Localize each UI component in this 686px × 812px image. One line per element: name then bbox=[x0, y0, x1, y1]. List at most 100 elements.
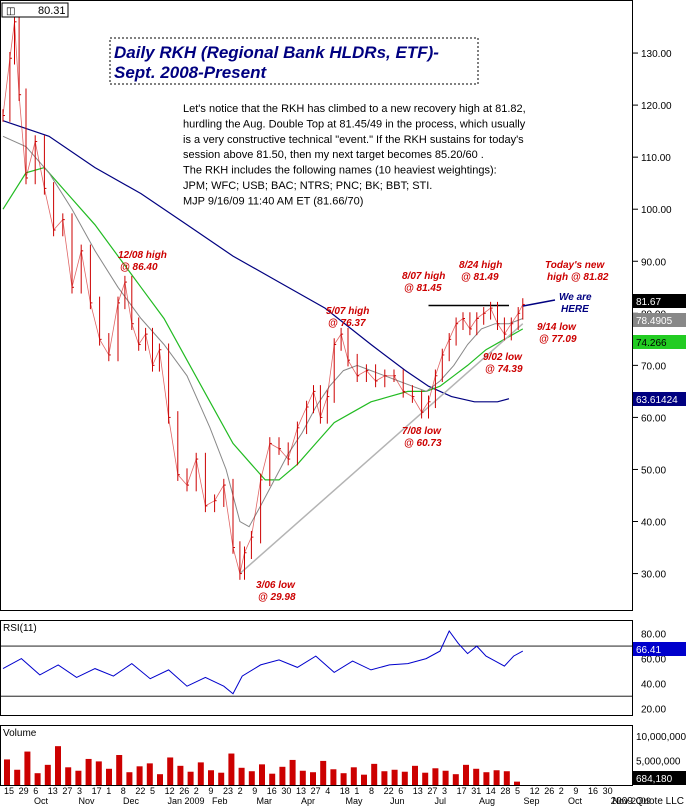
x-tick-label: 9 bbox=[573, 786, 578, 796]
rsi-y-tick-label: 20.00 bbox=[641, 705, 666, 716]
volume-bar bbox=[432, 768, 439, 785]
month-label: Dec bbox=[123, 796, 140, 806]
volume-bar bbox=[75, 770, 82, 785]
volume-bar bbox=[340, 773, 347, 785]
annotation-date: 7/08 low bbox=[402, 426, 442, 437]
x-tick-label: 22 bbox=[384, 786, 394, 796]
rsi-y-tick-label: 40.00 bbox=[641, 680, 666, 691]
price-value-tag-label: 81.67 bbox=[636, 297, 661, 308]
volume-bar bbox=[279, 766, 286, 785]
volume-bar bbox=[146, 763, 153, 785]
month-label: Jun bbox=[390, 796, 405, 806]
volume-bar bbox=[310, 772, 316, 785]
commentary-line: session above 81.50, then my next target… bbox=[183, 149, 484, 161]
volume-bar bbox=[320, 760, 327, 785]
x-tick-label: 31 bbox=[471, 786, 481, 796]
commentary-line: Let's notice that the RKH has climbed to… bbox=[183, 103, 526, 115]
price-value-tag bbox=[633, 335, 686, 349]
volume-bar bbox=[228, 753, 235, 785]
price-value-tag-label: 63.61424 bbox=[636, 395, 678, 406]
x-tick-label: 12 bbox=[165, 786, 175, 796]
month-label: Apr bbox=[301, 796, 315, 806]
axis-labels: 30.00 40.00 50.00 60.00 70.00 80.00 90.00 100.0… bbox=[4, 49, 686, 806]
volume-bar bbox=[85, 758, 92, 785]
x-tick-label: 1 bbox=[106, 786, 111, 796]
annotation-date: 8/07 high bbox=[402, 271, 445, 282]
volume-bar bbox=[187, 771, 194, 785]
volume-bar bbox=[106, 768, 112, 785]
volume-bar bbox=[361, 774, 367, 785]
month-label: Jan 2009 bbox=[168, 796, 205, 806]
annotation-value: @ 60.73 bbox=[404, 438, 442, 449]
month-label: Aug bbox=[479, 796, 495, 806]
we-are-here-arrow bbox=[522, 299, 556, 307]
volume-bar bbox=[289, 759, 296, 785]
volume-bar bbox=[299, 770, 306, 785]
x-tick-label: 13 bbox=[296, 786, 306, 796]
volume-bar bbox=[44, 764, 51, 785]
x-tick-label: 6 bbox=[398, 786, 403, 796]
price-value-tag bbox=[633, 313, 686, 327]
month-label: Feb bbox=[212, 796, 228, 806]
x-tick-label: 17 bbox=[457, 786, 467, 796]
x-tick-label: 9 bbox=[208, 786, 213, 796]
price-value-tag bbox=[633, 294, 686, 308]
volume-bar bbox=[493, 770, 500, 785]
volume-value-tag-label: 684,180 bbox=[636, 774, 673, 785]
commentary-line: The RKH includes the following names (10… bbox=[183, 165, 497, 177]
annotation-date: Today's new bbox=[545, 260, 605, 271]
x-tick-label: 8 bbox=[369, 786, 374, 796]
x-tick-label: 27 bbox=[62, 786, 72, 796]
volume-bar bbox=[167, 757, 174, 785]
commentary-line: MJP 9/16/09 11:40 AM ET (81.66/70) bbox=[183, 195, 363, 207]
volume-bar bbox=[381, 771, 388, 785]
volume-bar bbox=[34, 773, 41, 785]
volume-bar bbox=[208, 770, 214, 785]
x-tick-label: 22 bbox=[135, 786, 145, 796]
annotation-value: @ 77.09 bbox=[539, 334, 577, 345]
volume-bar bbox=[330, 769, 337, 785]
volume-bar bbox=[371, 763, 378, 785]
rsi-marks bbox=[1, 630, 632, 697]
x-tick-label: 3 bbox=[442, 786, 447, 796]
month-label: Sep bbox=[524, 796, 540, 806]
commentary-line: is a very constructive technical "event.… bbox=[183, 134, 524, 146]
price-value-tag bbox=[633, 392, 686, 406]
month-label: Nov 2009 bbox=[613, 796, 652, 806]
volume-value-tag bbox=[633, 771, 686, 785]
volume-y-tick-label: 5,000,000 bbox=[636, 756, 681, 767]
rsi-y-tick-label: 60.00 bbox=[641, 655, 666, 666]
x-tick-label: 27 bbox=[311, 786, 321, 796]
ma-mid-line bbox=[2, 166, 524, 481]
volume-bar bbox=[177, 765, 184, 785]
volume-bar bbox=[401, 771, 408, 785]
x-tick-label: 15 bbox=[4, 786, 14, 796]
x-tick-label: 16 bbox=[267, 786, 277, 796]
rsi-value-tag-label: 66.41 bbox=[636, 645, 661, 656]
volume-bar bbox=[157, 774, 163, 785]
x-tick-label: 5 bbox=[515, 786, 520, 796]
annotation-date: 9/14 low bbox=[537, 322, 577, 333]
x-tick-label: 23 bbox=[223, 786, 233, 796]
x-tick-label: 6 bbox=[33, 786, 38, 796]
price-line bbox=[2, 21, 524, 574]
volume-bar bbox=[218, 772, 225, 785]
volume-marks bbox=[4, 746, 520, 785]
price-y-tick-label: 120.00 bbox=[641, 101, 672, 112]
volume-bar bbox=[248, 771, 255, 785]
x-tick-label: 29 bbox=[19, 786, 29, 796]
annotation-value: @ 76.37 bbox=[328, 318, 366, 329]
volume-bar bbox=[452, 774, 459, 785]
annotation-value: @ 81.49 bbox=[461, 272, 499, 283]
x-tick-label: 26 bbox=[179, 786, 189, 796]
volume-bar bbox=[24, 751, 31, 785]
volume-bar bbox=[197, 762, 204, 785]
month-label: Mar bbox=[257, 796, 273, 806]
commentary-line: hurdling the Aug. Double Top at 81.45/49… bbox=[183, 118, 526, 130]
price-y-tick-label: 50.00 bbox=[641, 465, 666, 476]
volume-panel-title: Volume bbox=[3, 728, 37, 739]
x-tick-label: 3 bbox=[77, 786, 82, 796]
x-tick-label: 2 bbox=[194, 786, 199, 796]
volume-bar bbox=[55, 746, 61, 785]
